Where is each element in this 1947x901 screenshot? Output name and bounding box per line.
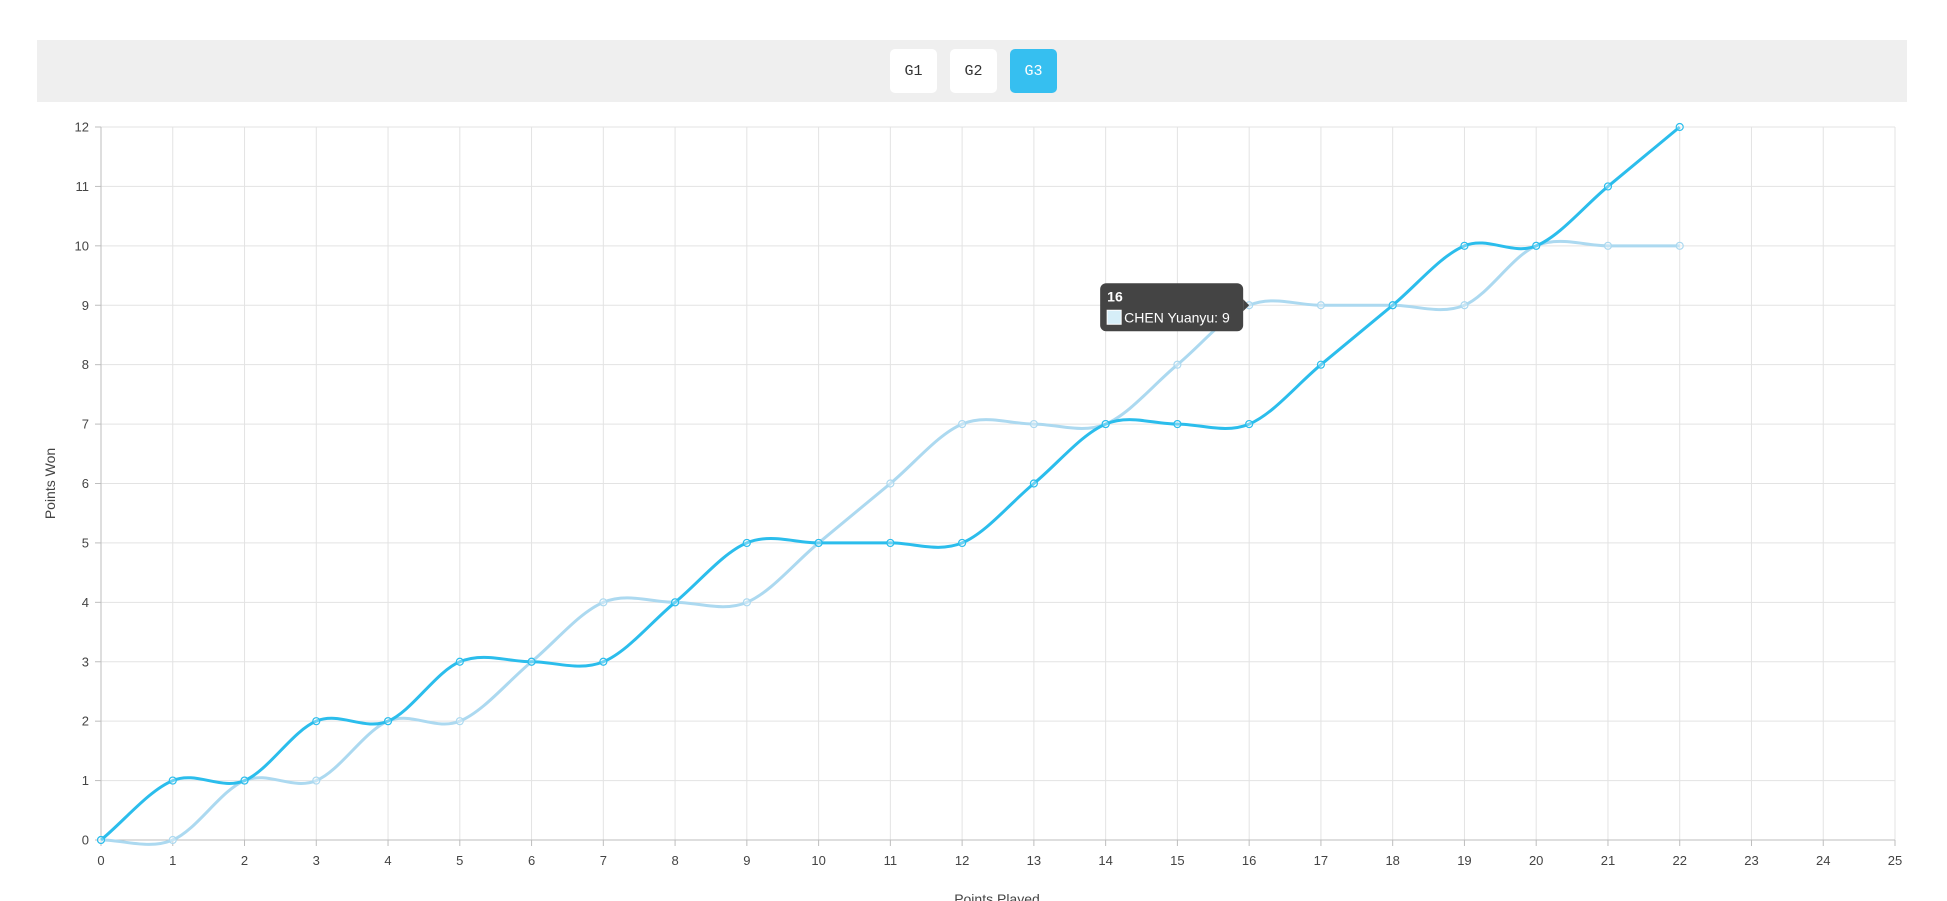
game-tabs: G1 G2 G3: [890, 49, 1057, 93]
x-tick-label: 0: [97, 853, 104, 868]
x-tick-label: 9: [743, 853, 750, 868]
data-point[interactable]: [958, 538, 967, 548]
data-point[interactable]: [96, 835, 106, 845]
x-tick-label: 19: [1457, 853, 1471, 868]
data-point[interactable]: [958, 419, 967, 429]
x-tick-label: 6: [528, 853, 535, 868]
y-tick-label: 4: [82, 595, 89, 610]
data-point[interactable]: [599, 598, 608, 607]
data-point[interactable]: [1460, 301, 1469, 310]
game-tab-g3[interactable]: G3: [1010, 49, 1057, 93]
chart-series: [96, 122, 1684, 846]
x-tick-label: 15: [1170, 853, 1184, 868]
data-point[interactable]: [1675, 122, 1684, 132]
chart-axes: 0 1 2 3 4 5 6 7 8 9 10 11 12 13 14 15 16 17 18 19 20 21 22 23 24…: [75, 120, 1903, 869]
data-point[interactable]: [1029, 419, 1038, 429]
tooltip-title: 16: [1107, 288, 1123, 304]
data-point[interactable]: [1101, 419, 1110, 429]
y-tick-label: 9: [82, 298, 89, 313]
y-tick-label: 2: [82, 714, 89, 729]
game-tab-g1[interactable]: G1: [890, 49, 937, 93]
tooltip-caret: [1243, 299, 1250, 312]
x-tick-label: 13: [1027, 853, 1041, 868]
x-tick-label: 11: [884, 853, 898, 868]
data-point[interactable]: [1388, 301, 1397, 310]
x-tick-label: 22: [1672, 853, 1686, 868]
tooltip-color-swatch: [1106, 309, 1122, 325]
data-point[interactable]: [670, 598, 680, 607]
x-tick-label: 17: [1314, 853, 1328, 868]
x-tick-label: 24: [1816, 853, 1830, 868]
data-point[interactable]: [455, 657, 464, 666]
data-point[interactable]: [599, 657, 608, 666]
data-point[interactable]: [1316, 360, 1326, 369]
x-tick-label: 5: [456, 853, 463, 868]
data-point[interactable]: [814, 538, 823, 548]
x-tick-label: 3: [313, 853, 320, 868]
x-tick-label: 21: [1601, 853, 1615, 868]
data-point[interactable]: [1173, 360, 1182, 369]
x-tick-label: 18: [1385, 853, 1399, 868]
data-point[interactable]: [455, 717, 464, 726]
x-tick-label: 14: [1098, 853, 1112, 868]
y-tick-label: 5: [82, 535, 89, 550]
y-tick-label: 12: [75, 120, 89, 135]
data-point[interactable]: [1460, 241, 1469, 250]
y-tick-label: 11: [76, 179, 90, 194]
y-tick-label: 8: [82, 357, 89, 372]
data-point[interactable]: [886, 538, 895, 548]
data-point[interactable]: [1245, 419, 1254, 429]
x-tick-label: 10: [811, 853, 825, 868]
x-tick-label: 2: [241, 853, 248, 868]
data-point[interactable]: [168, 835, 177, 845]
data-point[interactable]: [1532, 241, 1541, 250]
y-axis-title: Points Won: [42, 448, 58, 519]
tooltip-label: CHEN Yuanyu: 9: [1124, 309, 1230, 325]
x-tick-label: 20: [1529, 853, 1543, 868]
data-point[interactable]: [1029, 479, 1038, 488]
chart-tooltip: 16 CHEN Yuanyu: 9: [1100, 283, 1250, 332]
data-point[interactable]: [1173, 419, 1182, 429]
tooltip-background: [1100, 283, 1244, 332]
data-point[interactable]: [312, 776, 321, 785]
y-tick-label: 6: [82, 476, 89, 491]
y-tick-label: 1: [82, 773, 89, 788]
x-tick-label: 25: [1888, 853, 1902, 868]
x-tick-label: 7: [600, 853, 607, 868]
x-tick-label: 23: [1744, 853, 1758, 868]
x-tick-label: 12: [955, 853, 969, 868]
y-tick-label: 10: [75, 238, 89, 253]
x-tick-label: 8: [671, 853, 678, 868]
game-tab-g2[interactable]: G2: [950, 49, 997, 93]
data-point[interactable]: [168, 776, 177, 785]
x-axis-title: Points Played: [954, 891, 1040, 901]
data-point[interactable]: [1316, 301, 1326, 310]
x-tick-label: 4: [384, 853, 391, 868]
data-point[interactable]: [240, 776, 249, 785]
data-point[interactable]: [312, 717, 321, 726]
y-tick-label: 7: [82, 417, 89, 432]
data-point[interactable]: [1603, 241, 1613, 250]
data-point[interactable]: [383, 717, 393, 726]
data-point[interactable]: [1675, 241, 1684, 250]
y-tick-label: 3: [82, 654, 89, 669]
data-point[interactable]: [527, 657, 536, 666]
data-point[interactable]: [1603, 182, 1613, 191]
x-tick-label: 16: [1242, 853, 1256, 868]
series-line: [100, 125, 1681, 842]
data-point[interactable]: [886, 479, 895, 488]
y-tick-label: 0: [82, 833, 89, 848]
data-point[interactable]: [742, 538, 751, 548]
series-line: [100, 239, 1680, 846]
data-point[interactable]: [742, 598, 751, 607]
series-1: [96, 122, 1684, 845]
x-tick-label: 1: [169, 853, 176, 868]
